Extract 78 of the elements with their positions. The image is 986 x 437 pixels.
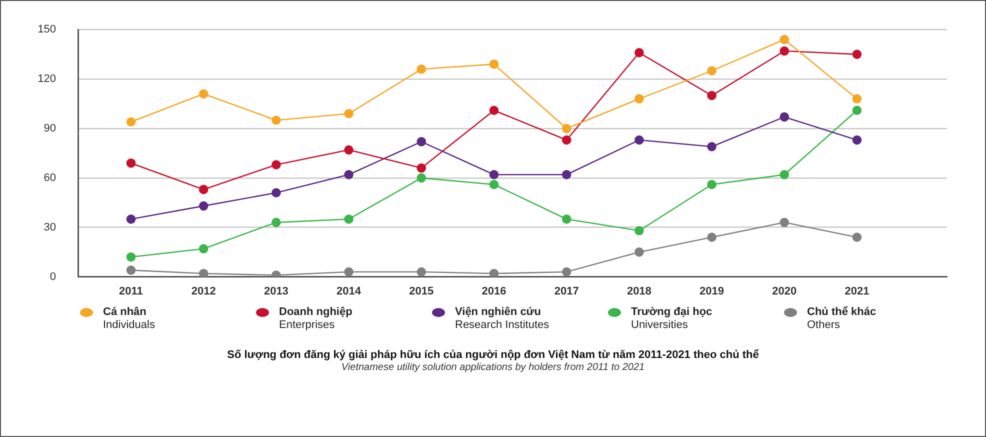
point [707,66,716,76]
point [126,266,136,275]
point [344,267,354,277]
point [852,94,862,104]
point [344,170,354,180]
text: Vietnamese utility solution applications by holders from 2011 to 2021 [340,362,646,373]
point [272,218,281,228]
point [780,218,790,228]
x-tick-label: 2016 [482,285,506,298]
x-tick-label: 2021 [844,285,870,298]
y-tick-label: 60 [44,172,56,184]
point [489,106,499,115]
point [416,137,426,146]
point [126,117,136,127]
y-tick-label: 120 [38,73,56,86]
point [489,180,499,190]
point [344,145,354,155]
point [707,232,716,242]
text: Số lượng đơn đăng ký giải pháp hữu ích của người nộp đơn Việt Nam từ năm 2011-2021 theo chủ thể [226,349,760,361]
point [344,214,354,224]
point [126,252,136,262]
point [489,170,499,180]
point [126,158,136,168]
x-tick-label: 2014 [336,285,362,298]
point [126,214,136,224]
point [198,268,208,277]
x-tick-label: 2020 [772,285,797,298]
legend-label: Chủ thể khác Others [807,306,876,332]
x-tick-label: 2013 [264,285,288,298]
point [707,142,716,152]
point [198,89,208,99]
y-tick-label: 0 [50,270,56,283]
point [272,160,281,170]
point [707,90,716,100]
point [562,170,572,180]
point [852,232,862,242]
point [198,244,208,254]
legend-label: Trường đại học Universities [631,306,712,332]
point [562,267,572,277]
point [272,188,281,198]
point [272,116,281,125]
point [852,135,862,145]
point [562,124,572,134]
point [634,135,644,145]
point [489,268,499,277]
point [780,170,790,180]
point [780,112,790,122]
point [416,267,426,277]
point [416,163,426,173]
point [634,94,644,104]
x-tick-label: 2019 [700,285,724,298]
point [852,50,862,59]
legend-label: Doanh nghiệp Enterprises [279,306,352,332]
point [852,106,862,115]
point [198,201,208,211]
point [780,46,790,56]
y-tick-label: 150 [38,24,56,36]
point [344,109,354,118]
point [198,184,208,194]
x-tick-label: 2011 [119,285,143,298]
x-tick-label: 2015 [409,285,434,298]
legend-label: Viện nghiên cứu Research Institutes [455,306,550,332]
point [707,180,716,190]
x-tick-label: 2017 [554,285,579,298]
legend-label: Cá nhân Individuals [103,306,155,332]
x-tick-label: 2018 [626,285,652,298]
y-tick-label: 30 [44,221,56,234]
x-tick-label: 2012 [191,285,216,298]
point [634,226,644,236]
point [562,214,572,224]
point [416,173,426,183]
point [634,247,644,257]
point [416,64,426,74]
y-tick-label: 90 [44,122,56,135]
point [634,48,644,58]
point [780,34,790,44]
point [562,135,572,145]
point [489,60,499,69]
